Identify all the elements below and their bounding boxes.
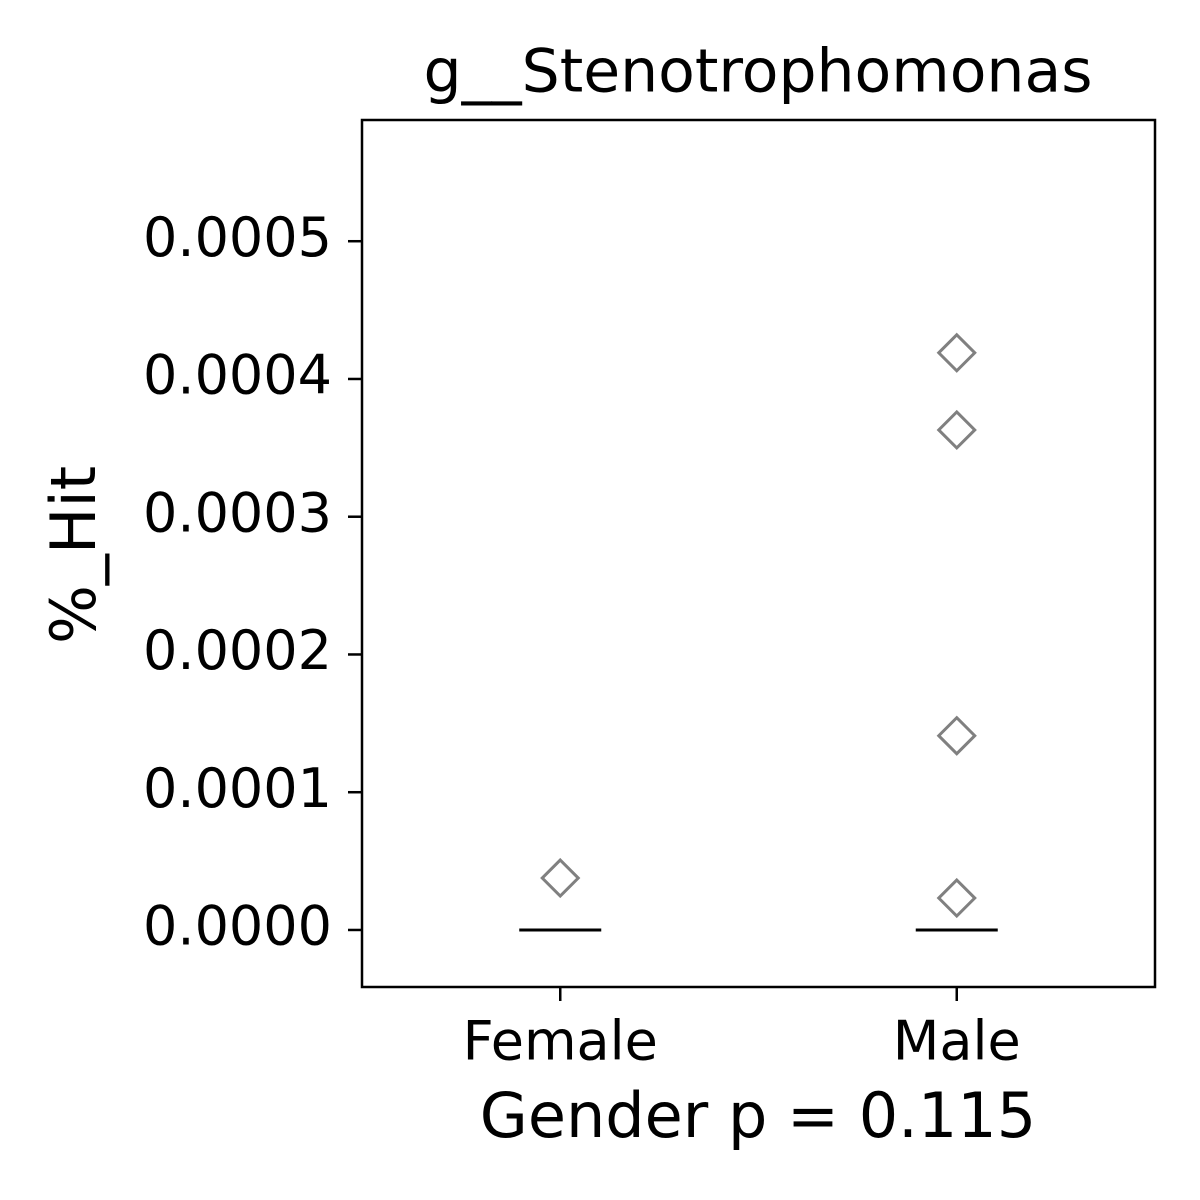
plot-frame: [360, 118, 1157, 989]
point: [936, 877, 977, 919]
chart-title: g__Stenotrophomonas: [424, 37, 1093, 107]
x-axis-label: Gender p = 0.115: [480, 1079, 1036, 1152]
y-tick-label: 0.0005: [143, 206, 332, 269]
y-tick-label: 0.0003: [143, 481, 332, 544]
x-tick-label: Male: [893, 1010, 1021, 1073]
y-axis-label: %_Hit: [37, 466, 110, 644]
y-tick-label: 0.0000: [143, 895, 332, 958]
point: [936, 332, 977, 373]
y-tick-label: 0.0002: [143, 619, 332, 682]
y-tick-label: 0.0001: [143, 757, 332, 820]
x-tick-label: Female: [463, 1010, 658, 1073]
point: [936, 715, 977, 756]
point: [936, 409, 977, 451]
y-tick-label: 0.0004: [143, 344, 332, 407]
point: [540, 857, 581, 899]
